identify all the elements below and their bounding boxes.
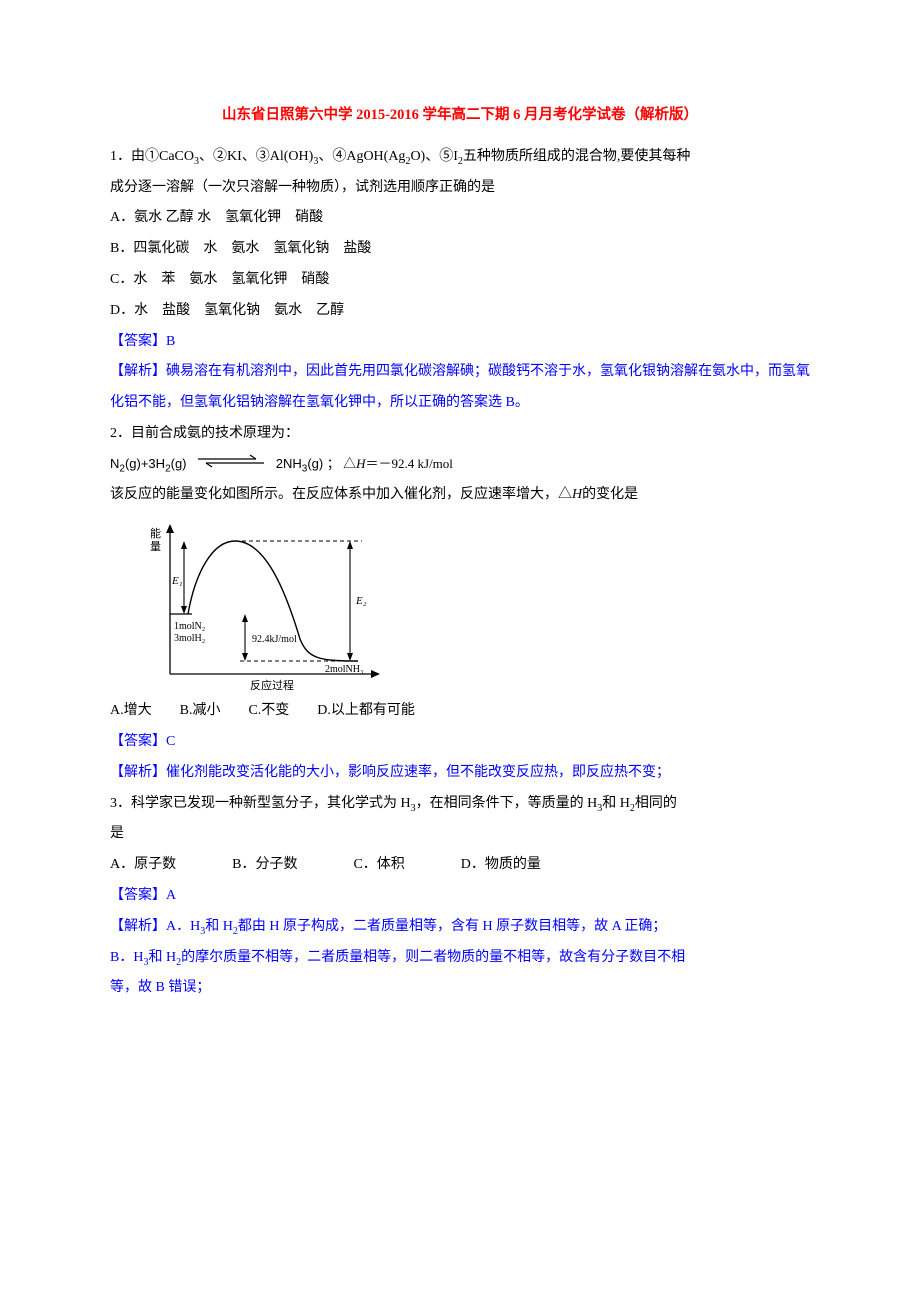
text: (g) [171,456,187,471]
q3-explanation-b: B．H3和 H2的摩尔质量不相等，二者质量相等，则二者物质的量不相等，故含有分子… [110,943,810,974]
text: 都由 H 原子构成，二者质量相等，含有 H 原子数目相等，故 A 正确； [238,919,667,934]
text: 五种物质所组成的混合物,要使其每种 [463,149,691,164]
q1-option-b: B．四氯化碳 水 氨水 氢氧化钠 盐酸 [110,234,810,265]
q1-stem-line1: 1．由①CaCO3、②KI、③Al(OH)3、④AgOH(Ag2O)、⑤I2五种… [110,142,810,173]
text: (g)+3H [125,456,165,471]
q1-answer: 【答案】B [110,327,810,358]
text: N [110,456,119,471]
text: 1．由①CaCO [110,149,194,164]
ylabel: 量 [150,540,161,553]
text: 和 H [602,796,630,811]
energy-diagram: 能 量 E₁ E₂ 92.4kJ/mol 1m [140,519,810,694]
text: 3．科学家已发现一种新型氢分子，其化学式为 H [110,796,411,811]
text: 该反应的能量变化如图所示。在反应体系中加入催化剂，反应速率增大，△ [110,487,572,502]
q1-option-c: C．水 苯 氨水 氢氧化钾 硝酸 [110,265,810,296]
text: B．H [110,950,143,965]
q3-explanation-b2: 等，故 B 错误； [110,973,810,1004]
q1-option-a: A．氨水 乙醇 水 氢氧化钾 硝酸 [110,203,810,234]
right-label: 2molNH₃ [325,664,364,675]
text: ，在相同条件下，等质量的 H [416,796,598,811]
q1-option-d: D．水 盐酸 氢氧化钠 氨水 乙醇 [110,296,810,327]
delta-h: H [572,487,582,502]
q2-explanation: 【解析】催化剂能改变活化能的大小，影响反应速率，但不能改变反应热，即反应热不变； [110,758,810,789]
text: 、④AgOH(Ag [318,149,405,164]
q2-stem: 2．目前合成氨的技术原理为： [110,419,810,450]
text: (g) [307,456,323,471]
q2-answer: 【答案】C [110,727,810,758]
q3-answer: 【答案】A [110,881,810,912]
text: O)、⑤I [410,149,457,164]
q1-stem-line2: 成分逐一溶解（一次只溶解一种物质），试剂选用顺序正确的是 [110,173,810,204]
exam-page: 山东省日照第六中学 2015-2016 学年高二下期 6 月月考化学试卷（解析版… [0,0,920,1064]
xlabel: 反应过程 [250,678,294,692]
q3-explanation-a: 【解析】A．H3和 H2都由 H 原子构成，二者质量相等，含有 H 原子数目相等… [110,912,810,943]
q3-stem-line1: 3．科学家已发现一种新型氢分子，其化学式为 H3，在相同条件下，等质量的 H3和… [110,789,810,820]
text: 2NH [276,456,302,471]
left-label-1: 1molN₂ [174,621,205,632]
text: ＝－92.4 kJ/mol [366,456,453,471]
e1-label: E₁ [171,575,183,587]
text: 和 H [148,950,176,965]
text: ； △ [327,456,356,471]
delta-h: H [356,456,365,471]
text: 和 H [205,919,233,934]
equilibrium-arrow-icon [196,450,266,479]
page-title: 山东省日照第六中学 2015-2016 学年高二下期 6 月月考化学试卷（解析版… [110,100,810,132]
text: 【解析】A．H [110,919,200,934]
q2-equation: N2(g)+3H2(g) 2NH3(g) ； △H＝－92.4 kJ/mol [110,450,810,481]
text: 、②KI、③Al(OH) [199,149,313,164]
q2-options: A.增大 B.减小 C.不变 D.以上都有可能 [110,696,810,727]
text: 的变化是 [582,487,638,502]
q3-options: A．原子数 B．分子数 C．体积 D．物质的量 [110,850,810,881]
text: 相同的 [635,796,677,811]
mid-label: 92.4kJ/mol [252,634,297,645]
e2-label: E₂ [355,595,367,607]
q2-line2: 该反应的能量变化如图所示。在反应体系中加入催化剂，反应速率增大，△H的变化是 [110,480,810,511]
q3-stem-line2: 是 [110,819,810,850]
left-label-2: 3molH₂ [174,633,205,644]
q1-explanation: 【解析】碘易溶在有机溶剂中，因此首先用四氯化碳溶解碘；碳酸钙不溶于水，氢氧化银钠… [110,357,810,419]
text: 的摩尔质量不相等，二者质量相等，则二者物质的量不相等，故含有分子数目不相 [181,950,685,965]
ylabel: 能 [150,526,161,540]
